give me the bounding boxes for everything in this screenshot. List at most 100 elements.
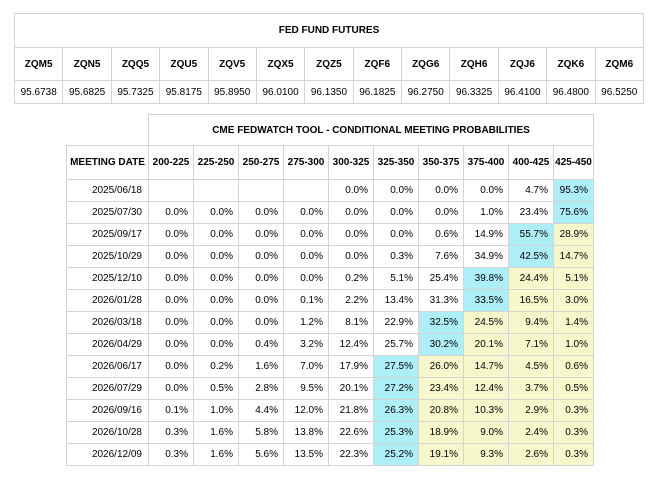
probability-cell: 2.4% <box>508 421 554 444</box>
probability-cell: 0.0% <box>148 201 194 224</box>
probability-cell: 0.2% <box>193 355 239 378</box>
fedwatch-probabilities-table: CME FEDWATCH TOOL - CONDITIONAL MEETING … <box>66 114 594 466</box>
probability-cell: 3.7% <box>508 377 554 400</box>
probability-cell: 4.5% <box>508 355 554 378</box>
probability-cell: 0.0% <box>148 333 194 356</box>
rate-range-header: 425-450 <box>553 145 594 180</box>
futures-contract-label: ZQG6 <box>400 47 451 81</box>
probability-cell: 0.1% <box>283 289 329 312</box>
probability-cell: 22.9% <box>373 311 419 334</box>
probability-cell: 9.4% <box>508 311 554 334</box>
futures-price: 96.5250 <box>594 80 644 104</box>
probability-cell: 1.6% <box>193 443 239 466</box>
probability-cell: 7.0% <box>283 355 329 378</box>
probability-cell: 0.0% <box>193 267 239 290</box>
futures-contract-label: ZQJ6 <box>497 47 548 81</box>
table-row: 2025/10/29 0.0% 0.0% 0.0% 0.0% 0.0% 0.3% 7.6% 34… <box>66 245 594 268</box>
probability-cell: 9.3% <box>463 443 509 466</box>
futures-contract-label: ZQZ5 <box>304 47 354 81</box>
probability-cell: 0.6% <box>418 223 464 246</box>
probability-cell: 10.3% <box>463 399 509 422</box>
probability-cell: 0.0% <box>328 223 374 246</box>
probability-cell: 7.6% <box>418 245 464 268</box>
futures-price: 95.7325 <box>110 80 161 104</box>
futures-price-row: 95.6738 95.6825 95.7325 95.8175 95.8950 96.01… <box>13 80 644 104</box>
futures-price: 96.4800 <box>546 80 596 104</box>
probability-cell: 28.9% <box>553 223 594 246</box>
meeting-date: 2026/06/17 <box>66 355 149 378</box>
probability-cell: 0.0% <box>238 289 284 312</box>
probability-cell: 75.6% <box>553 201 594 224</box>
fedwatch-title: CME FEDWATCH TOOL - CONDITIONAL MEETING … <box>148 114 594 146</box>
probability-cell: 0.0% <box>328 179 374 202</box>
table-row: 2026/09/16 0.1% 1.0% 4.4% 12.0% 21.8% 26.3% 20.… <box>66 399 594 422</box>
probability-cell: 26.0% <box>418 355 464 378</box>
futures-contract-label: ZQN5 <box>62 47 112 81</box>
probability-cell: 0.0% <box>238 201 284 224</box>
rate-range-header: 225-250 <box>193 145 239 180</box>
probability-cell: 0.3% <box>553 421 594 444</box>
table-row: 2025/06/18 0.0% 0.0% 0.0% 0.0% 4.7% 95.3% <box>66 179 594 202</box>
probability-cell: 0.5% <box>553 377 594 400</box>
probability-cell: 18.9% <box>418 421 464 444</box>
probability-cell: 1.2% <box>283 311 329 334</box>
fed-fund-futures-table: FED FUND FUTURES ZQM5 ZQN5 ZQQ5 ZQU5 ZQV5 ZQX… <box>13 13 644 104</box>
probability-cell: 2.2% <box>328 289 374 312</box>
table-row: 2026/06/17 0.0% 0.2% 1.6% 7.0% 17.9% 27.5% 26.0… <box>66 355 594 378</box>
probability-cell: 26.3% <box>373 399 419 422</box>
probability-cell: 0.0% <box>238 245 284 268</box>
probability-cell: 0.0% <box>193 245 239 268</box>
probability-cell: 0.0% <box>463 179 509 202</box>
rate-range-header: 250-275 <box>238 145 284 180</box>
probability-cell: 0.3% <box>373 245 419 268</box>
probability-cell: 0.3% <box>148 443 194 466</box>
meeting-date: 2026/07/29 <box>66 377 149 400</box>
probability-cell: 2.6% <box>508 443 554 466</box>
probability-cell: 13.8% <box>283 421 329 444</box>
probability-cell: 0.0% <box>328 245 374 268</box>
probability-cell: 5.8% <box>238 421 284 444</box>
probability-cell: 39.8% <box>463 267 509 290</box>
probability-cell: 25.7% <box>373 333 419 356</box>
rate-range-header: 400-425 <box>508 145 554 180</box>
probability-cell: 13.4% <box>373 289 419 312</box>
meeting-date: 2026/01/28 <box>66 289 149 312</box>
probability-cell: 0.0% <box>328 201 374 224</box>
probability-cell: 14.9% <box>463 223 509 246</box>
probability-cell: 14.7% <box>553 245 594 268</box>
rate-range-header: 300-325 <box>328 145 374 180</box>
probability-cell: 21.8% <box>328 399 374 422</box>
probability-cell: 25.4% <box>418 267 464 290</box>
meeting-date: 2025/06/18 <box>66 179 149 202</box>
probability-cell: 0.0% <box>148 289 194 312</box>
probability-cell: 0.0% <box>238 311 284 334</box>
probability-cell: 34.9% <box>463 245 509 268</box>
table-row: 2026/07/29 0.0% 0.5% 2.8% 9.5% 20.1% 27.2% 23.4… <box>66 377 594 400</box>
probability-cell: 0.3% <box>553 443 594 466</box>
probability-cell: 31.3% <box>418 289 464 312</box>
probability-cell: 0.0% <box>373 179 419 202</box>
probability-cell: 16.5% <box>508 289 554 312</box>
futures-price: 96.0100 <box>255 80 306 104</box>
probability-cell: 14.7% <box>463 355 509 378</box>
probability-cell: 30.2% <box>418 333 464 356</box>
probability-cell: 0.3% <box>553 399 594 422</box>
probability-cell <box>193 179 239 202</box>
meeting-date-header: MEETING DATE <box>66 145 149 180</box>
probability-cell: 20.8% <box>418 399 464 422</box>
futures-price: 95.6738 <box>13 80 64 104</box>
meeting-date: 2026/12/09 <box>66 443 149 466</box>
probability-cell: 3.0% <box>553 289 594 312</box>
table-row: 2026/12/09 0.3% 1.6% 5.6% 13.5% 22.3% 25.2% 19.… <box>66 443 594 466</box>
probability-cell: 0.0% <box>418 201 464 224</box>
table-corner <box>66 114 149 146</box>
probability-cell: 22.6% <box>328 421 374 444</box>
probability-cell: 22.3% <box>328 443 374 466</box>
futures-contract-label: ZQV5 <box>207 47 257 81</box>
futures-price: 95.6825 <box>62 80 112 104</box>
futures-price: 96.3325 <box>449 80 499 104</box>
probability-cell: 0.0% <box>193 289 239 312</box>
probability-cell: 1.0% <box>553 333 594 356</box>
probability-cell: 0.0% <box>238 267 284 290</box>
probability-cell: 0.0% <box>148 223 194 246</box>
